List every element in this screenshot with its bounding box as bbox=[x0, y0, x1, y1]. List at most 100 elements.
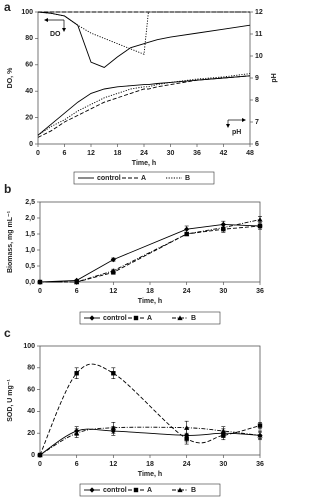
series-line bbox=[39, 223, 261, 283]
marker bbox=[89, 487, 95, 493]
marker bbox=[184, 231, 190, 237]
marker bbox=[89, 315, 95, 321]
series-line bbox=[37, 11, 250, 55]
y-tick-label: 100 bbox=[23, 343, 35, 350]
y2-tick-label: 7 bbox=[255, 119, 259, 126]
plot-frame bbox=[39, 345, 261, 456]
series-line bbox=[40, 219, 261, 283]
series-line bbox=[39, 428, 261, 456]
panel-label: c bbox=[4, 326, 11, 340]
x-tick-label: 0 bbox=[38, 288, 42, 295]
legend-box bbox=[79, 483, 221, 497]
x-tick-label: 24 bbox=[183, 288, 191, 295]
x-tick-label: 24 bbox=[140, 150, 148, 157]
y-tick-label: 2,0 bbox=[25, 215, 35, 222]
marker bbox=[37, 279, 43, 285]
legend-label: B bbox=[185, 175, 190, 182]
x-axis-title: Time, h bbox=[132, 160, 156, 167]
x-tick-label: 30 bbox=[219, 461, 227, 468]
x-tick-label: 6 bbox=[75, 288, 79, 295]
x-tick-label: 12 bbox=[109, 288, 117, 295]
annotation: pH bbox=[232, 129, 241, 136]
legend-label: B bbox=[191, 315, 196, 322]
y-tick-label: 0,0 bbox=[25, 279, 35, 286]
y-tick-label: 40 bbox=[25, 88, 33, 95]
plot-frame bbox=[39, 201, 261, 283]
marker bbox=[74, 430, 80, 436]
marker bbox=[184, 436, 189, 441]
y-axis-title: DO, % bbox=[7, 67, 14, 88]
marker bbox=[257, 432, 263, 438]
series-line bbox=[39, 426, 261, 456]
series-line bbox=[37, 75, 251, 136]
x-tick-label: 30 bbox=[167, 150, 175, 157]
legend-label: A bbox=[147, 487, 152, 494]
x-tick-label: 6 bbox=[63, 150, 67, 157]
x-tick-label: 6 bbox=[75, 461, 79, 468]
arrow-head bbox=[242, 118, 246, 122]
marker bbox=[177, 315, 183, 321]
x-tick-label: 12 bbox=[109, 461, 117, 468]
y-tick-label: 20 bbox=[27, 430, 35, 437]
x-tick-label: 36 bbox=[256, 461, 264, 468]
marker bbox=[257, 423, 263, 428]
x-tick-label: 24 bbox=[183, 461, 191, 468]
series-line bbox=[39, 363, 261, 456]
marker bbox=[184, 425, 190, 430]
legend-label: A bbox=[141, 175, 146, 182]
marker bbox=[177, 487, 183, 493]
y2-tick-label: 9 bbox=[255, 75, 259, 82]
x-tick-label: 12 bbox=[87, 150, 95, 157]
y-tick-label: 2,5 bbox=[25, 199, 35, 206]
y-tick-label: 80 bbox=[25, 35, 33, 42]
arrow-head bbox=[44, 18, 48, 22]
marker bbox=[220, 428, 226, 434]
marker bbox=[110, 257, 116, 263]
legend-label: control bbox=[97, 175, 121, 182]
series-line bbox=[37, 75, 251, 138]
panel-label: a bbox=[4, 0, 11, 14]
x-tick-label: 0 bbox=[36, 150, 40, 157]
marker bbox=[257, 223, 263, 229]
x-tick-label: 0 bbox=[38, 461, 42, 468]
marker bbox=[110, 268, 116, 273]
x-tick-label: 18 bbox=[146, 288, 154, 295]
marker bbox=[257, 217, 263, 222]
y-tick-label: 0,5 bbox=[25, 263, 35, 270]
y-tick-label: 40 bbox=[27, 408, 35, 415]
y2-axis-title: pH bbox=[271, 73, 278, 82]
arrow-head bbox=[62, 28, 66, 32]
marker bbox=[133, 487, 139, 493]
x-tick-label: 18 bbox=[146, 461, 154, 468]
marker bbox=[110, 425, 116, 430]
x-axis-title: Time, h bbox=[138, 471, 162, 478]
y-axis-title: Biomass, mg mL⁻¹ bbox=[7, 210, 14, 273]
y-tick-label: 1,0 bbox=[25, 247, 35, 254]
y2-tick-label: 6 bbox=[255, 141, 259, 148]
arrow-head bbox=[226, 124, 230, 128]
x-tick-label: 42 bbox=[220, 150, 228, 157]
y-tick-label: 1,5 bbox=[25, 231, 35, 238]
marker bbox=[133, 315, 139, 321]
y-tick-label: 0 bbox=[31, 452, 35, 459]
marker bbox=[184, 226, 190, 232]
x-tick-label: 18 bbox=[114, 150, 122, 157]
y-tick-label: 60 bbox=[27, 386, 35, 393]
x-tick-label: 36 bbox=[256, 288, 264, 295]
marker bbox=[111, 371, 116, 376]
y-tick-label: 60 bbox=[25, 62, 33, 69]
panel-label: b bbox=[4, 182, 11, 196]
y-axis-title: SOD, U mg⁻¹ bbox=[7, 379, 14, 422]
x-tick-label: 30 bbox=[219, 288, 227, 295]
marker bbox=[220, 225, 226, 230]
legend-box bbox=[73, 171, 215, 185]
y2-tick-label: 10 bbox=[255, 53, 263, 60]
y2-tick-label: 11 bbox=[255, 31, 263, 38]
legend-label: B bbox=[191, 487, 196, 494]
x-axis-title: Time, h bbox=[138, 298, 162, 305]
legend-box bbox=[79, 311, 221, 325]
legend-label: A bbox=[147, 315, 152, 322]
marker bbox=[74, 279, 80, 285]
legend-label: control bbox=[103, 315, 127, 322]
